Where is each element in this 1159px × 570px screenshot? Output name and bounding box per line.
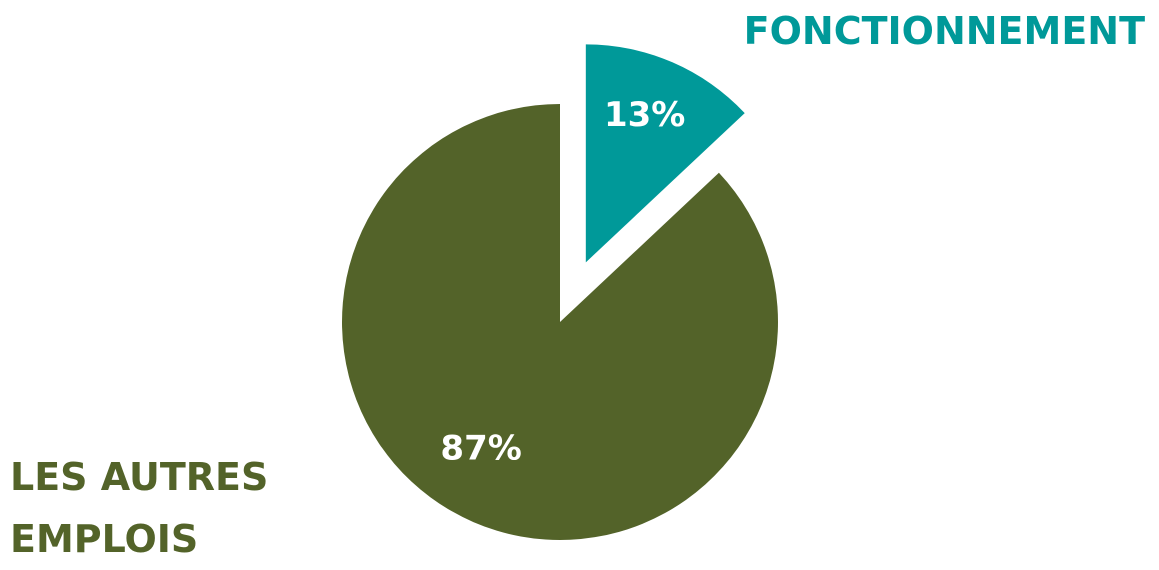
category-label: LES AUTRES EMPLOIS	[10, 455, 269, 561]
pie-slice	[585, 44, 745, 263]
data-label: 13%	[604, 95, 685, 135]
data-label: 87%	[440, 429, 521, 469]
pie-slice	[341, 104, 778, 541]
category-label: FONCTIONNEMENT	[743, 9, 1145, 53]
